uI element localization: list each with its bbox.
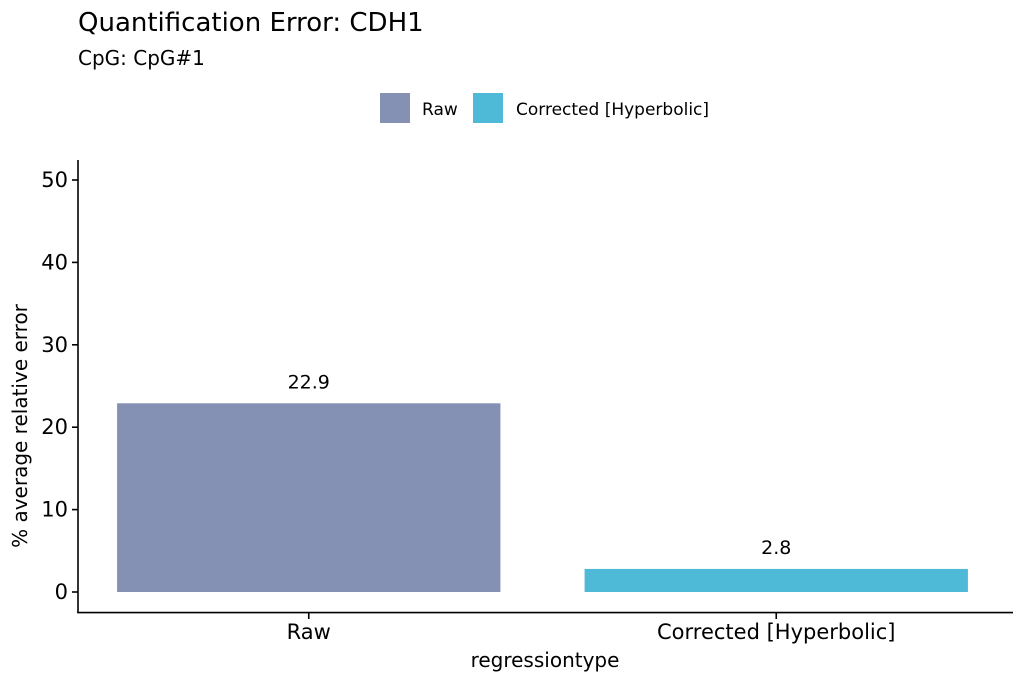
y-tick-label: 40 (41, 250, 68, 274)
y-tick-label: 0 (55, 580, 68, 604)
x-ticks-group: Raw Corrected [Hyperbolic] (287, 613, 895, 644)
y-ticks-group: 0 10 20 30 40 50 (41, 168, 78, 604)
x-axis-title: regressiontype (471, 648, 620, 672)
y-tick-label: 10 (41, 498, 68, 522)
bar-1 (117, 403, 501, 592)
legend-swatch-2 (473, 93, 503, 123)
y-tick-label: 50 (41, 168, 68, 192)
x-tick-label: Raw (287, 620, 331, 644)
legend-swatch-1 (380, 93, 410, 123)
bar-value-label-1: 22.9 (288, 371, 330, 393)
chart-subtitle: CpG: CpG#1 (78, 46, 205, 70)
chart-title: Quantification Error: CDH1 (78, 8, 424, 38)
bar-2 (584, 568, 968, 592)
legend: Raw Corrected [Hyperbolic] (380, 93, 709, 123)
legend-label-2: Corrected [Hyperbolic] (516, 100, 709, 120)
x-tick-label: Corrected [Hyperbolic] (657, 620, 895, 644)
y-tick-label: 30 (41, 333, 68, 357)
y-tick-label: 20 (41, 415, 68, 439)
bar-value-label-2: 2.8 (761, 537, 791, 559)
y-axis-title: % average relative error (8, 303, 32, 548)
legend-label-1: Raw (422, 100, 458, 120)
bars-group: 22.9 2.8 (117, 371, 968, 592)
